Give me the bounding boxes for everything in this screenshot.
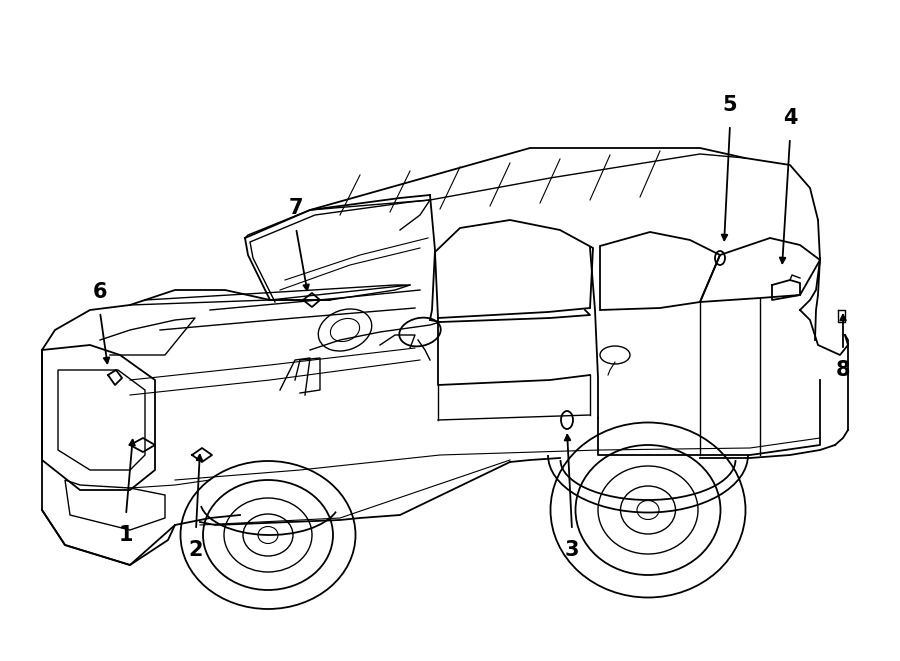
Text: 3: 3 — [565, 540, 580, 560]
Text: 4: 4 — [783, 108, 797, 128]
Text: 8: 8 — [836, 360, 850, 380]
Text: 5: 5 — [723, 95, 737, 115]
Text: 2: 2 — [189, 540, 203, 560]
Text: 6: 6 — [93, 282, 107, 302]
Text: 7: 7 — [289, 198, 303, 218]
Text: 1: 1 — [119, 525, 133, 545]
